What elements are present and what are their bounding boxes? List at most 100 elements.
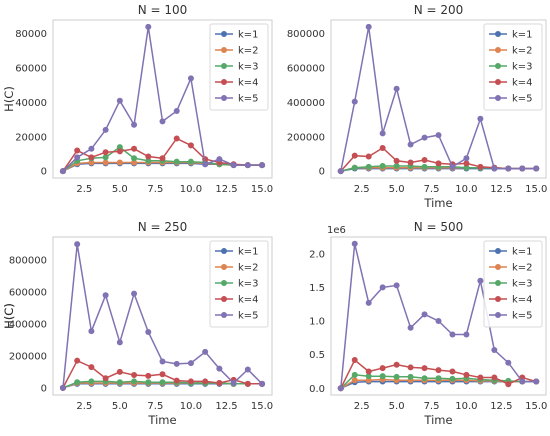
data-point (187, 360, 194, 367)
data-point (449, 375, 456, 382)
data-point (116, 159, 123, 166)
x-tick-label: 7.5 (147, 184, 163, 195)
data-point (159, 358, 166, 365)
legend-swatch-marker (495, 296, 501, 302)
legend-item: k=5 (215, 311, 259, 322)
data-point (491, 165, 498, 172)
data-point (421, 163, 428, 170)
legend-label: k=4 (238, 295, 259, 306)
x-tick-label: 5.0 (389, 184, 405, 195)
data-point (187, 158, 194, 165)
x-tick-label: 10.0 (180, 401, 202, 412)
data-point (393, 282, 400, 289)
legend-item: k=4 (489, 295, 533, 306)
y-tick-label: 1.5 (309, 283, 325, 294)
legend-swatch-marker (221, 47, 227, 53)
subplot-4: N = 500 2.5 5.0 7.5 10.0 12.5 15.0 0.0 0.5 1.0 1.5… (2, 220, 547, 427)
data-point (102, 292, 109, 299)
data-point (449, 331, 456, 338)
x-tick-label: 15.0 (525, 401, 547, 412)
data-point (393, 157, 400, 164)
legend-label: k=4 (238, 78, 259, 89)
data-point (365, 368, 372, 375)
data-point (491, 374, 498, 381)
legend-label: k=5 (512, 311, 533, 322)
x-tick-label: 12.5 (490, 184, 512, 195)
y-tick-label: 60000 (15, 64, 47, 75)
data-point (159, 118, 166, 125)
legend-label: k=2 (512, 263, 533, 274)
data-point (365, 373, 372, 380)
legend-label: k=3 (512, 279, 533, 290)
data-point (379, 365, 386, 372)
x-tick-label: 5.0 (389, 401, 405, 412)
x-tick-label: 15.0 (251, 184, 273, 195)
data-point (116, 97, 123, 104)
data-point (244, 162, 251, 169)
x-axis-label: Time (423, 413, 452, 427)
x-tick-label: 7.5 (147, 401, 163, 412)
data-point (407, 141, 414, 148)
y-tick-label: 0 (41, 383, 47, 394)
data-point (74, 357, 81, 364)
data-point (102, 375, 109, 382)
data-point (351, 98, 358, 105)
data-point (393, 361, 400, 368)
y-tick-label: 600000 (9, 288, 47, 299)
data-point (351, 377, 358, 384)
data-point (393, 162, 400, 169)
series-k-5 (337, 23, 540, 175)
data-point (449, 163, 456, 170)
legend-label: k=1 (238, 30, 259, 41)
legend-label: k=2 (238, 263, 259, 274)
data-point (159, 379, 166, 386)
legend-swatch-marker (495, 47, 501, 53)
y-tick-label: 800000 (287, 29, 325, 40)
data-point (131, 159, 138, 166)
x-tick-label: 5.0 (112, 401, 128, 412)
legend: k=1 k=2 k=3 k=4 k=5 (209, 240, 269, 328)
data-point (519, 378, 526, 385)
data-point (74, 147, 81, 154)
x-tick-label: 12.5 (490, 401, 512, 412)
legend-label: k=3 (238, 62, 259, 73)
data-point (88, 145, 95, 152)
legend-swatch-marker (495, 280, 501, 286)
legend-item: k=5 (489, 94, 533, 105)
data-point (259, 380, 266, 387)
data-point (88, 159, 95, 166)
data-point (435, 367, 442, 374)
data-point (173, 108, 180, 115)
data-point (463, 164, 470, 171)
data-point (421, 375, 428, 382)
y-tick-label: 0.5 (309, 350, 325, 361)
data-point (379, 284, 386, 291)
data-point (491, 346, 498, 353)
data-point (351, 371, 358, 378)
data-point (379, 130, 386, 137)
data-point (435, 160, 442, 167)
x-tick-label: 15.0 (525, 184, 547, 195)
data-point (159, 155, 166, 162)
data-point (230, 380, 237, 387)
data-point (379, 144, 386, 151)
x-tick-label: 7.5 (424, 401, 440, 412)
data-point (202, 348, 209, 355)
data-point (131, 155, 138, 162)
data-point (435, 132, 442, 139)
data-point (116, 144, 123, 151)
legend-item: k=1 (489, 30, 533, 41)
y-tick-label: 200000 (9, 351, 47, 362)
data-point (59, 168, 66, 175)
data-point (337, 385, 344, 392)
data-point (159, 371, 166, 378)
y-tick-label: 2.0 (309, 249, 325, 260)
data-point (393, 85, 400, 92)
data-point (379, 373, 386, 380)
data-point (216, 380, 223, 387)
data-point (435, 318, 442, 325)
data-point (74, 154, 81, 161)
legend-label: k=3 (512, 62, 533, 73)
legend-box (209, 240, 269, 328)
